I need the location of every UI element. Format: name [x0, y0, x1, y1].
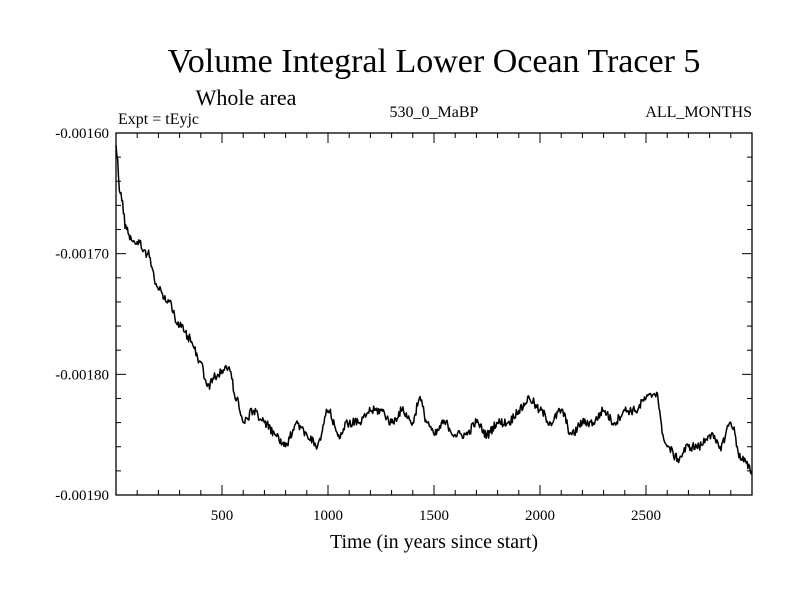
data-point — [306, 434, 307, 435]
data-point — [603, 410, 604, 411]
data-point — [120, 193, 121, 194]
data-point — [688, 446, 689, 447]
data-point — [179, 326, 180, 327]
data-point — [380, 410, 381, 411]
data-point — [667, 446, 668, 447]
series-line — [115, 145, 753, 475]
data-point — [349, 422, 350, 423]
chart-subtitle: Whole area — [196, 85, 297, 110]
data-point — [236, 398, 237, 399]
data-point — [264, 422, 265, 423]
data-point — [147, 253, 148, 254]
chart-title: Volume Integral Lower Ocean Tracer 5 — [168, 43, 701, 80]
data-point — [126, 229, 127, 230]
data-point — [592, 422, 593, 423]
months-label: ALL_MONTHS — [645, 104, 752, 121]
axis-ticks — [116, 133, 752, 495]
data-point — [497, 422, 498, 423]
y-tick-label: -0.00190 — [55, 488, 109, 504]
data-point — [285, 446, 286, 447]
data-point — [444, 422, 445, 423]
series-group — [115, 145, 753, 475]
data-point — [419, 398, 420, 399]
data-point — [137, 241, 138, 242]
data-point — [228, 367, 229, 368]
plot-frame — [115, 132, 753, 496]
data-point — [561, 410, 562, 411]
data-point — [296, 422, 297, 423]
data-point — [402, 410, 403, 411]
data-point — [539, 410, 540, 411]
data-point — [370, 410, 371, 411]
data-point — [190, 338, 191, 339]
x-axis-label: Time (in years since start) — [330, 531, 538, 553]
y-tick-label: -0.00160 — [55, 126, 109, 142]
data-point — [391, 422, 392, 423]
data-point — [253, 410, 254, 411]
data-point — [132, 241, 133, 242]
data-point — [200, 362, 201, 363]
data-point — [529, 398, 530, 399]
x-tick-label: 1500 — [419, 508, 449, 524]
data-point — [698, 446, 699, 447]
x-tick-label: 500 — [211, 508, 234, 524]
x-tick-label: 1000 — [313, 508, 343, 524]
y-tick-labels: -0.00160 -0.00170 -0.00180 -0.00190 — [55, 126, 109, 504]
y-tick-label: -0.00180 — [55, 367, 109, 383]
data-point — [455, 434, 456, 435]
data-point — [662, 434, 663, 435]
data-point — [243, 422, 244, 423]
y-tick-label: -0.00170 — [55, 247, 109, 263]
data-point — [508, 422, 509, 423]
data-point — [465, 434, 466, 435]
data-point — [741, 458, 742, 459]
data-point — [317, 446, 318, 447]
data-point — [624, 410, 625, 411]
x-tick-label: 2500 — [631, 508, 661, 524]
data-point — [656, 392, 657, 393]
data-point — [168, 301, 169, 302]
data-point — [412, 422, 413, 423]
data-point — [217, 374, 218, 375]
x-tick-label: 2000 — [525, 508, 555, 524]
data-point — [709, 434, 710, 435]
data-point — [571, 434, 572, 435]
data-point — [720, 446, 721, 447]
data-point — [486, 434, 487, 435]
data-point — [158, 289, 159, 290]
data-point — [677, 458, 678, 459]
data-point — [274, 434, 275, 435]
data-point — [614, 422, 615, 423]
data-point — [635, 410, 636, 411]
data-point — [582, 422, 583, 423]
data-point — [645, 398, 646, 399]
data-point — [518, 410, 519, 411]
experiment-label: Expt = tEyjc — [118, 111, 199, 128]
data-point — [427, 422, 428, 423]
data-point — [327, 410, 328, 411]
data-point — [433, 434, 434, 435]
data-point — [359, 422, 360, 423]
period-label: 530_0_MaBP — [390, 104, 479, 121]
data-point — [338, 434, 339, 435]
data-point — [730, 422, 731, 423]
data-point — [476, 422, 477, 423]
data-point — [550, 422, 551, 423]
x-tick-labels: 500 1000 1500 2000 2500 — [211, 508, 661, 524]
data-point — [207, 386, 208, 387]
